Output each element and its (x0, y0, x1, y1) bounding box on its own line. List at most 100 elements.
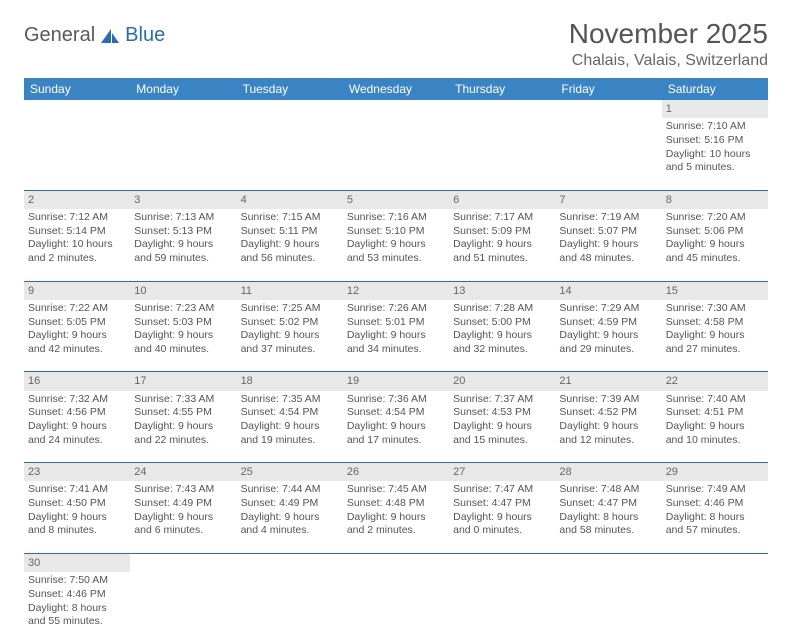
cell-line-sr: Sunrise: 7:16 AM (347, 211, 445, 225)
day-number: 16 (24, 372, 130, 391)
title-block: November 2025 Chalais, Valais, Switzerla… (569, 18, 768, 70)
cell-line-d1: Daylight: 9 hours (241, 511, 339, 525)
logo-text-blue: Blue (125, 24, 165, 47)
day-cell: Sunrise: 7:15 AMSunset: 5:11 PMDaylight:… (237, 209, 343, 281)
day-number: 9 (24, 281, 130, 300)
day-number (343, 553, 449, 572)
sail-icon (99, 27, 121, 45)
cell-line-d1: Daylight: 9 hours (241, 329, 339, 343)
cell-line-d1: Daylight: 9 hours (28, 420, 126, 434)
day-cell: Sunrise: 7:23 AMSunset: 5:03 PMDaylight:… (130, 300, 236, 372)
day-cell (449, 572, 555, 644)
cell-line-sr: Sunrise: 7:26 AM (347, 302, 445, 316)
week-row: Sunrise: 7:32 AMSunset: 4:56 PMDaylight:… (24, 391, 768, 463)
day-cell (130, 118, 236, 190)
cell-line-sr: Sunrise: 7:33 AM (134, 393, 232, 407)
cell-line-ss: Sunset: 5:01 PM (347, 316, 445, 330)
cell-line-ss: Sunset: 5:03 PM (134, 316, 232, 330)
week-row: Sunrise: 7:22 AMSunset: 5:05 PMDaylight:… (24, 300, 768, 372)
day-cell (130, 572, 236, 644)
calendar-body: 1Sunrise: 7:10 AMSunset: 5:16 PMDaylight… (24, 100, 768, 644)
cell-line-sr: Sunrise: 7:45 AM (347, 483, 445, 497)
day-cell: Sunrise: 7:13 AMSunset: 5:13 PMDaylight:… (130, 209, 236, 281)
daynum-row: 1 (24, 100, 768, 118)
cell-line-sr: Sunrise: 7:49 AM (666, 483, 764, 497)
cell-line-ss: Sunset: 4:49 PM (241, 497, 339, 511)
cell-line-d1: Daylight: 8 hours (666, 511, 764, 525)
cell-line-d1: Daylight: 9 hours (134, 511, 232, 525)
cell-line-ss: Sunset: 5:06 PM (666, 225, 764, 239)
day-number: 6 (449, 190, 555, 209)
cell-line-d2: and 6 minutes. (134, 524, 232, 538)
day-cell (237, 118, 343, 190)
cell-line-ss: Sunset: 5:11 PM (241, 225, 339, 239)
cell-line-d1: Daylight: 9 hours (453, 511, 551, 525)
header: General Blue November 2025 Chalais, Vala… (24, 18, 768, 70)
logo: General Blue (24, 18, 165, 47)
cell-line-sr: Sunrise: 7:28 AM (453, 302, 551, 316)
cell-line-sr: Sunrise: 7:12 AM (28, 211, 126, 225)
cell-line-d2: and 40 minutes. (134, 343, 232, 357)
cell-line-ss: Sunset: 4:47 PM (559, 497, 657, 511)
daynum-row: 9101112131415 (24, 281, 768, 300)
day-cell: Sunrise: 7:19 AMSunset: 5:07 PMDaylight:… (555, 209, 661, 281)
day-number: 17 (130, 372, 236, 391)
cell-line-ss: Sunset: 4:58 PM (666, 316, 764, 330)
day-number (555, 100, 661, 118)
cell-line-sr: Sunrise: 7:44 AM (241, 483, 339, 497)
cell-line-d2: and 0 minutes. (453, 524, 551, 538)
cell-line-d1: Daylight: 9 hours (453, 238, 551, 252)
cell-line-ss: Sunset: 4:53 PM (453, 406, 551, 420)
day-number: 1 (662, 100, 768, 118)
day-number: 23 (24, 463, 130, 482)
cell-line-d1: Daylight: 9 hours (347, 420, 445, 434)
day-number: 21 (555, 372, 661, 391)
day-number: 5 (343, 190, 449, 209)
cell-line-d1: Daylight: 9 hours (666, 238, 764, 252)
cell-line-sr: Sunrise: 7:32 AM (28, 393, 126, 407)
cell-line-d2: and 5 minutes. (666, 161, 764, 175)
day-number (449, 100, 555, 118)
day-number (662, 553, 768, 572)
cell-line-d2: and 27 minutes. (666, 343, 764, 357)
day-header: Monday (130, 78, 236, 100)
logo-text-general: General (24, 24, 95, 47)
cell-line-ss: Sunset: 5:00 PM (453, 316, 551, 330)
cell-line-ss: Sunset: 4:55 PM (134, 406, 232, 420)
day-cell (662, 572, 768, 644)
day-number: 8 (662, 190, 768, 209)
day-cell: Sunrise: 7:33 AMSunset: 4:55 PMDaylight:… (130, 391, 236, 463)
day-header: Saturday (662, 78, 768, 100)
day-cell: Sunrise: 7:36 AMSunset: 4:54 PMDaylight:… (343, 391, 449, 463)
cell-line-d1: Daylight: 9 hours (453, 420, 551, 434)
day-cell: Sunrise: 7:50 AMSunset: 4:46 PMDaylight:… (24, 572, 130, 644)
cell-line-d2: and 10 minutes. (666, 434, 764, 448)
cell-line-d1: Daylight: 9 hours (241, 238, 339, 252)
day-cell (343, 572, 449, 644)
day-header: Tuesday (237, 78, 343, 100)
cell-line-d2: and 2 minutes. (347, 524, 445, 538)
day-cell: Sunrise: 7:12 AMSunset: 5:14 PMDaylight:… (24, 209, 130, 281)
cell-line-d1: Daylight: 9 hours (28, 511, 126, 525)
cell-line-d1: Daylight: 9 hours (134, 238, 232, 252)
day-number (237, 100, 343, 118)
cell-line-ss: Sunset: 4:56 PM (28, 406, 126, 420)
day-number: 22 (662, 372, 768, 391)
cell-line-d2: and 37 minutes. (241, 343, 339, 357)
cell-line-ss: Sunset: 4:48 PM (347, 497, 445, 511)
cell-line-d1: Daylight: 8 hours (559, 511, 657, 525)
day-cell: Sunrise: 7:28 AMSunset: 5:00 PMDaylight:… (449, 300, 555, 372)
day-cell: Sunrise: 7:17 AMSunset: 5:09 PMDaylight:… (449, 209, 555, 281)
cell-line-d2: and 34 minutes. (347, 343, 445, 357)
cell-line-d1: Daylight: 9 hours (134, 420, 232, 434)
day-number (343, 100, 449, 118)
cell-line-d1: Daylight: 9 hours (559, 420, 657, 434)
cell-line-d2: and 53 minutes. (347, 252, 445, 266)
day-number: 10 (130, 281, 236, 300)
cell-line-sr: Sunrise: 7:35 AM (241, 393, 339, 407)
day-number: 2 (24, 190, 130, 209)
cell-line-sr: Sunrise: 7:48 AM (559, 483, 657, 497)
week-row: Sunrise: 7:10 AMSunset: 5:16 PMDaylight:… (24, 118, 768, 190)
week-row: Sunrise: 7:41 AMSunset: 4:50 PMDaylight:… (24, 481, 768, 553)
cell-line-sr: Sunrise: 7:36 AM (347, 393, 445, 407)
